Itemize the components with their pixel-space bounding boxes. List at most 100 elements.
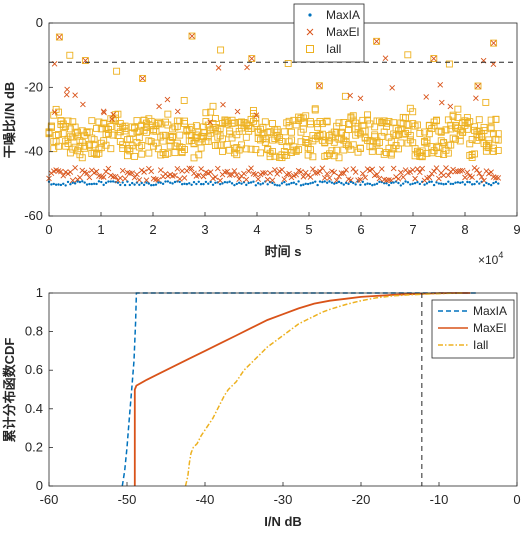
- iall-marker: [299, 125, 307, 133]
- iall-marker: [330, 152, 338, 160]
- iall-marker: [197, 144, 205, 152]
- maxia-marker: [199, 182, 203, 186]
- maxia-marker: [152, 183, 155, 187]
- maxel-marker: [244, 64, 250, 71]
- iall-marker: [259, 130, 267, 138]
- maxia-marker: [295, 182, 298, 186]
- iall-marker: [202, 109, 210, 117]
- maxia-marker: [57, 183, 60, 186]
- iall-marker: [323, 118, 331, 126]
- maxel-marker: [80, 101, 86, 108]
- bottom-y-tick-label: 0: [36, 478, 43, 493]
- maxia-marker: [302, 183, 305, 186]
- maxel-marker: [350, 166, 357, 172]
- iall-marker: [378, 119, 386, 127]
- maxel-marker: [174, 166, 181, 172]
- iall-marker: [66, 125, 74, 133]
- maxia-marker: [90, 182, 93, 186]
- maxel-marker: [234, 108, 241, 115]
- bottom-y-tick-label: 0.4: [25, 401, 43, 416]
- maxia-marker: [323, 180, 326, 183]
- iall-marker: [133, 128, 141, 136]
- iall-marker: [238, 141, 245, 149]
- maxel-marker: [110, 111, 117, 118]
- iall-marker: [181, 117, 188, 125]
- bottom-cdf-chart: -60 -50 -40 -30 -20 -10 0 0 0.2 0.4 0.6 0.8 1 I/N d…: [2, 285, 521, 529]
- top-x-tick-label: 6: [357, 222, 364, 237]
- bottom-y-tick-label: 0.8: [25, 324, 43, 339]
- iall-marker: [378, 132, 386, 140]
- maxia-marker: [328, 180, 331, 183]
- iall-marker: [226, 130, 234, 138]
- iall-marker: [123, 136, 131, 144]
- iall-marker: [178, 148, 186, 156]
- iall-marker: [475, 116, 483, 124]
- iall-marker: [314, 120, 322, 128]
- maxia-marker: [180, 182, 184, 186]
- maxia-marker: [335, 181, 338, 185]
- maxel-marker: [298, 168, 304, 175]
- iall-marker: [304, 144, 312, 152]
- maxel-marker: [369, 166, 376, 173]
- iall-marker: [104, 129, 112, 137]
- iall-marker: [126, 135, 134, 143]
- iall-marker: [261, 118, 269, 126]
- iall-marker: [259, 134, 267, 142]
- maxel-marker: [431, 168, 437, 175]
- maxia-marker: [159, 181, 162, 184]
- iall-marker: [90, 136, 98, 144]
- iall-marker: [204, 137, 212, 145]
- maxel-marker: [452, 168, 459, 175]
- iall-marker: [440, 151, 448, 159]
- maxel-marker: [389, 84, 395, 91]
- iall-marker: [494, 146, 502, 154]
- iall-marker: [416, 129, 424, 137]
- iall-marker: [69, 118, 77, 126]
- top-axes-box: [48, 22, 518, 217]
- maxel-marker: [101, 109, 107, 116]
- iall-marker: [195, 128, 203, 136]
- maxia-marker: [432, 183, 436, 187]
- iall-marker: [454, 124, 462, 132]
- maxel-marker: [279, 166, 285, 173]
- iall-marker: [71, 123, 79, 131]
- iall-marker: [299, 119, 307, 127]
- iall-marker: [138, 142, 146, 149]
- maxia-marker: [485, 181, 488, 185]
- iall-marker: [202, 118, 210, 125]
- iall-marker: [482, 98, 490, 106]
- iall-marker: [490, 147, 497, 155]
- maxia-marker: [76, 180, 79, 183]
- iall-marker: [315, 82, 323, 90]
- maxel-marker: [176, 176, 183, 182]
- maxel-marker: [181, 175, 188, 181]
- maxia-marker: [133, 183, 136, 186]
- maxel-marker: [110, 174, 117, 180]
- top-x-tick-label: 2: [149, 222, 156, 237]
- iall-cdf-line: [184, 292, 463, 487]
- top-x-tick-label: 5: [305, 222, 312, 237]
- maxel-marker: [495, 175, 502, 181]
- maxia-marker: [371, 184, 374, 187]
- maxia-marker: [411, 182, 414, 185]
- iall-marker: [402, 129, 410, 137]
- top-x-tick-label: 9: [513, 222, 520, 237]
- iall-marker: [392, 131, 400, 139]
- iall-marker: [335, 154, 343, 162]
- legend-marker-maxel: [306, 28, 314, 36]
- iall-marker: [147, 122, 155, 130]
- maxel-marker: [395, 175, 402, 182]
- iall-marker: [390, 119, 398, 127]
- iall-marker: [337, 134, 345, 142]
- maxia-marker: [64, 184, 67, 187]
- maxel-marker: [260, 170, 266, 176]
- iall-marker: [50, 145, 58, 153]
- maxia-marker: [157, 181, 160, 184]
- maxel-marker: [293, 171, 300, 178]
- iall-marker: [437, 137, 445, 145]
- iall-marker: [380, 150, 388, 158]
- iall-marker: [442, 126, 450, 134]
- maxia-marker: [109, 180, 113, 183]
- iall-marker: [164, 121, 172, 129]
- iall-marker: [276, 136, 284, 144]
